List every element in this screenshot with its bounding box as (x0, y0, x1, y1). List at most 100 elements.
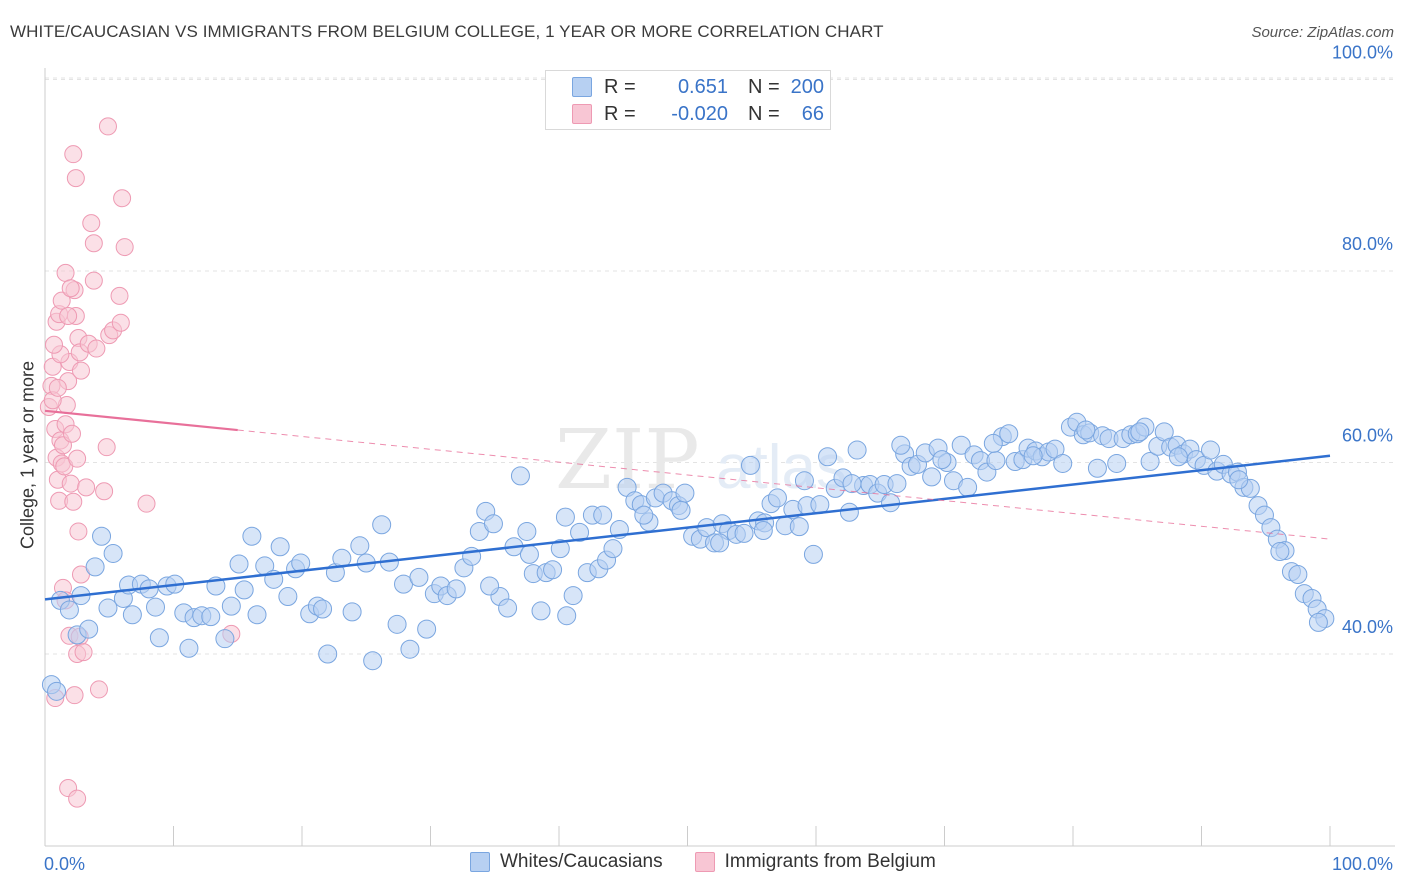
data-point-belgium (71, 361, 90, 380)
data-point-whites (922, 467, 942, 487)
data-point-whites (92, 526, 112, 546)
data-point-whites (951, 435, 971, 455)
data-point-whites (517, 521, 537, 541)
data-point-whites (543, 560, 563, 580)
data-point-whites (932, 450, 952, 470)
data-point-whites (1168, 447, 1188, 467)
data-point-whites (446, 579, 466, 599)
data-point-whites (221, 596, 241, 616)
data-point-whites (480, 576, 500, 596)
data-point-belgium (61, 474, 80, 493)
data-point-whites (417, 619, 437, 639)
data-point-whites (229, 554, 249, 574)
data-point-whites (550, 539, 570, 559)
data-point-whites (847, 440, 867, 460)
data-point-whites (519, 544, 539, 564)
data-point-belgium (74, 643, 93, 662)
data-point-belgium (66, 169, 85, 188)
data-point-whites (498, 598, 518, 618)
data-point-whites (958, 477, 978, 497)
data-point-whites (1200, 440, 1220, 460)
data-point-whites (247, 605, 267, 625)
data-point-whites (98, 598, 118, 618)
data-point-belgium (61, 279, 80, 298)
legend-r-label: R = (604, 102, 636, 125)
data-point-whites (510, 466, 530, 486)
legend-item-belgium[interactable]: Immigrants from Belgium (694, 851, 936, 873)
data-point-whites (839, 502, 859, 522)
legend-swatch-belgium (694, 852, 715, 872)
legend-item-whites[interactable]: Whites/Caucasians (470, 851, 663, 873)
legend-n-value: 200 (790, 75, 824, 98)
legend-n-label: N = (748, 75, 780, 98)
data-point-whites (483, 514, 503, 534)
data-point-whites (59, 600, 79, 620)
data-point-whites (179, 638, 199, 658)
data-point-whites (387, 614, 407, 634)
data-point-whites (234, 580, 254, 600)
pink-series-points (39, 117, 241, 808)
data-point-whites (122, 605, 142, 625)
data-point-whites (372, 515, 392, 535)
data-point-whites (555, 507, 575, 527)
legend-r-value: 0.651 (677, 75, 728, 98)
data-point-belgium (87, 339, 106, 358)
data-point-whites (563, 586, 583, 606)
data-point-whites (342, 602, 362, 622)
x-tick-label-max: 100.0% (1332, 854, 1393, 874)
chart-title: WHITE/CAUCASIAN VS IMMIGRANTS FROM BELGI… (10, 22, 884, 41)
data-point-belgium (59, 307, 78, 326)
y-axis-label: College, 1 year or more (17, 360, 38, 550)
data-point-whites (1288, 565, 1308, 585)
data-point-belgium (95, 482, 114, 501)
data-point-whites (986, 451, 1006, 471)
legend-n-value: 66 (801, 102, 824, 125)
data-point-whites (409, 567, 429, 587)
trend-layer (44, 409, 1331, 601)
y-tick-label: 60.0% (1342, 426, 1393, 446)
data-point-whites (634, 505, 654, 525)
series-legend: Whites/Caucasians Immigrants from Belgiu… (470, 851, 968, 873)
legend-n-label: N = (748, 102, 780, 125)
data-point-belgium (113, 189, 132, 208)
data-point-whites (242, 526, 262, 546)
data-point-whites (1076, 420, 1096, 440)
data-point-whites (1023, 446, 1043, 466)
trend-line-whites (44, 454, 1331, 601)
data-point-belgium (84, 234, 103, 253)
data-point-belgium (69, 522, 88, 541)
data-point-whites (789, 517, 809, 537)
data-point-belgium (52, 291, 71, 310)
axis-layer (44, 68, 1395, 847)
data-point-belgium (97, 438, 116, 457)
data-point-whites (531, 601, 551, 621)
legend-label-belgium: Immigrants from Belgium (724, 851, 936, 872)
data-point-whites (753, 520, 773, 540)
legend-swatch-whites (470, 852, 490, 872)
data-point-whites (146, 597, 166, 617)
data-point-whites (818, 447, 838, 467)
data-point-whites (710, 533, 730, 553)
data-point-whites (47, 681, 67, 701)
data-point-whites (794, 471, 814, 491)
correlation-legend: R = 0.651 N = 200 R = -0.020 N = 66 (545, 70, 831, 130)
data-point-whites (1087, 458, 1107, 478)
data-point-belgium (56, 263, 75, 282)
data-point-whites (1270, 542, 1290, 562)
data-point-belgium (68, 789, 87, 808)
blue-series-points (41, 412, 1335, 701)
legend-row-blue: R = 0.651 N = 200 (546, 74, 824, 100)
data-point-whites (1229, 470, 1249, 490)
data-point-whites (1308, 612, 1328, 632)
data-point-whites (671, 500, 691, 520)
data-point-belgium (98, 117, 117, 136)
data-point-whites (887, 474, 907, 494)
data-point-whites (891, 435, 911, 455)
legend-swatch-pink (572, 104, 592, 124)
data-point-belgium (110, 286, 129, 305)
data-point-whites (363, 651, 383, 671)
data-point-belgium (77, 478, 96, 497)
trend-line-belgium-dashed (237, 429, 1331, 540)
data-point-whites (278, 587, 298, 607)
